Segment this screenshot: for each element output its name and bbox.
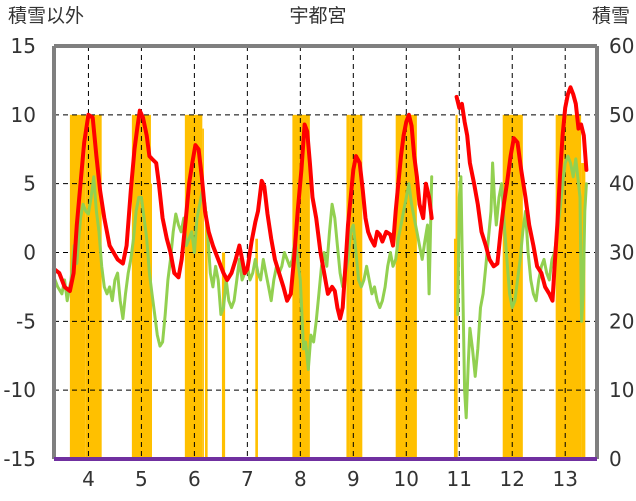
x-tick-label-3: 7 [241,467,254,491]
left-tick-label-2: 5 [23,172,36,196]
x-tick-label-4: 8 [294,467,307,491]
red-series-line-1 [454,85,589,303]
left-tick-label-5: -10 [3,378,36,402]
x-tick-label-2: 6 [188,467,201,491]
right-tick-label-0: 60 [609,34,634,58]
snow-bar-7 [204,211,208,459]
x-tick-label-8: 12 [500,467,525,491]
snow-bar-4 [149,183,153,459]
right-tick-label-2: 40 [609,172,634,196]
x-tick-label-1: 5 [135,467,148,491]
snow-bar-12 [346,114,350,459]
left-tick-label-6: -15 [3,447,36,471]
right-axis-title: 積雪 [592,5,630,27]
left-axis-title: 積雪以外 [8,5,84,27]
snow-bar-6 [202,128,204,459]
x-tick-label-6: 10 [394,467,419,491]
chart-title: 宇都宮 [289,5,346,27]
snow-bar-13 [349,114,363,459]
x-tick-label-0: 4 [82,467,95,491]
snow-bar-2 [93,183,100,459]
snow-bar-9 [255,238,258,459]
snow-bar-8 [221,252,226,459]
series-lines [52,85,589,420]
snow-bar-0 [69,114,86,459]
right-tick-label-6: 0 [609,447,622,471]
right-tick-label-1: 50 [609,103,634,127]
plot-frame [52,44,599,461]
left-tick-label-0: 15 [11,34,36,58]
x-tick-label-7: 11 [447,467,472,491]
x-tick-label-9: 13 [552,467,577,491]
snow-bar-11 [304,149,309,459]
right-tick-label-4: 20 [609,309,634,333]
left-tick-label-3: 0 [23,241,36,265]
green-series-line-1 [456,154,588,420]
left-tick-label-1: 10 [11,103,36,127]
snow-bar-15 [453,238,457,459]
x-tick-label-5: 9 [347,467,360,491]
right-tick-label-5: 10 [609,378,634,402]
right-tick-label-3: 30 [609,241,634,265]
red-series-line-0 [52,108,434,321]
snow-bar-17 [502,114,523,459]
left-tick-label-4: -5 [16,309,36,333]
